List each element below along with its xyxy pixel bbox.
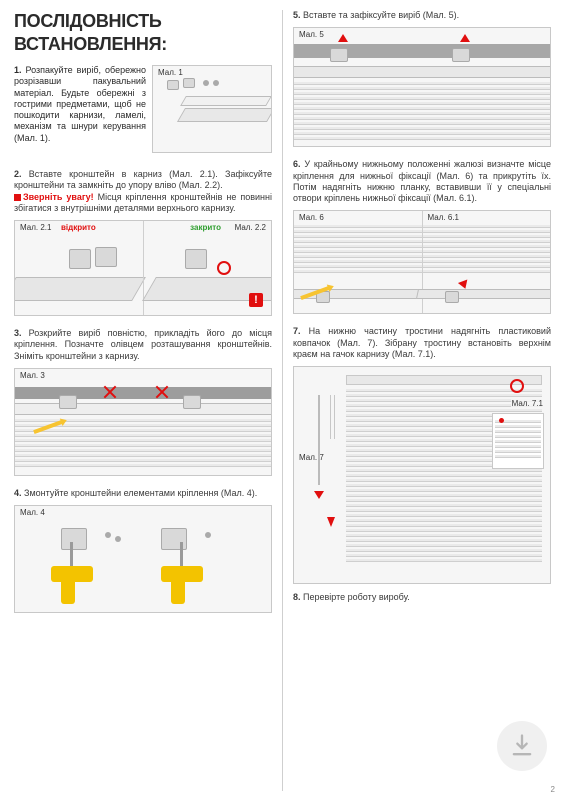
arrow-icon: [460, 34, 470, 42]
closed-label: закрито: [190, 223, 221, 233]
figure-1-label: Мал. 1: [157, 68, 184, 78]
download-watermark-icon: [497, 721, 547, 771]
figure-7: Мал. 7.1 Мал. 7: [293, 366, 551, 584]
step-4-body: Змонтуйте кронштейни елементами кріпленн…: [24, 488, 257, 498]
arrow-icon: [338, 34, 348, 42]
warning-label: Зверніть увагу!: [23, 192, 94, 202]
x-mark-icon: [155, 385, 169, 399]
step-3-body: Розкрийте виріб повністю, прикладіть йог…: [14, 328, 272, 361]
step-6: 6. У крайньому нижньому положенні жалюзі…: [293, 159, 551, 204]
step-8-body: Перевірте роботу виробу.: [303, 592, 410, 602]
x-mark-icon: [103, 385, 117, 399]
ring-icon: [510, 379, 524, 393]
step-2-body-a: Вставте кронштейн в карниз (Мал. 2.1). З…: [14, 169, 272, 190]
step-4: 4. Змонтуйте кронштейни елементами кріпл…: [14, 488, 272, 499]
tassel-icon: [327, 517, 335, 527]
figure-3: Мал. 3: [14, 368, 272, 476]
step-2-num: 2.: [14, 169, 22, 179]
step-3-num: 3.: [14, 328, 22, 338]
figure-5-label: Мал. 5: [298, 30, 325, 40]
step-6-num: 6.: [293, 159, 301, 169]
alert-icon: !: [249, 293, 263, 307]
figure-22-label: Мал. 2.2: [234, 223, 267, 233]
warning-icon: [14, 194, 21, 201]
figure-21-label: Мал. 2.1: [19, 223, 52, 233]
step-5-num: 5.: [293, 10, 301, 20]
right-column: 5. Вставте та зафіксуйте виріб (Мал. 5).…: [283, 10, 551, 791]
figure-61-label: Мал. 6.1: [427, 213, 460, 223]
step-2: 2. Вставте кронштейн в карниз (Мал. 2.1)…: [14, 169, 272, 214]
figure-1: Мал. 1: [152, 65, 272, 153]
page-title: ПОСЛІДОВНІСТЬ ВСТАНОВЛЕННЯ:: [14, 10, 272, 55]
figure-3-label: Мал. 3: [19, 371, 46, 381]
step-1-num: 1.: [14, 65, 22, 75]
step-8-num: 8.: [293, 592, 301, 602]
left-column: ПОСЛІДОВНІСТЬ ВСТАНОВЛЕННЯ: 1. Розпакуйт…: [14, 10, 282, 791]
figure-6: Мал. 6 Мал. 6.1: [293, 210, 551, 314]
step-3: 3. Розкрийте виріб повністю, прикладіть …: [14, 328, 272, 362]
figure-2: Мал. 2.1 відкрито закрито Мал. 2.2 !: [14, 220, 272, 316]
step-5-body: Вставте та зафіксуйте виріб (Мал. 5).: [303, 10, 459, 20]
page-number: 2: [551, 785, 555, 795]
figure-4: Мал. 4: [14, 505, 272, 613]
figure-4-label: Мал. 4: [19, 508, 46, 518]
step-1-body: Розпакуйте виріб, обережно розрізавши па…: [14, 65, 146, 143]
step-7: 7. На нижню частину тростини надягніть п…: [293, 326, 551, 360]
open-label: відкрито: [61, 223, 96, 233]
step-7-num: 7.: [293, 326, 301, 336]
step-1-text: 1. Розпакуйте виріб, обережно розрізавши…: [14, 65, 146, 153]
step-6-body: У крайньому нижньому положенні жалюзі ви…: [293, 159, 551, 203]
step-5: 5. Вставте та зафіксуйте виріб (Мал. 5).: [293, 10, 551, 21]
figure-5: Мал. 5: [293, 27, 551, 147]
figure-71-label: Мал. 7.1: [511, 399, 544, 409]
figure-6-label: Мал. 6: [298, 213, 325, 223]
step-8: 8. Перевірте роботу виробу.: [293, 592, 551, 603]
figure-7-label: Мал. 7: [298, 453, 325, 463]
arrow-icon: [314, 491, 324, 499]
step-7-body: На нижню частину тростини надягніть плас…: [293, 326, 551, 359]
step-4-num: 4.: [14, 488, 22, 498]
step-1: 1. Розпакуйте виріб, обережно розрізавши…: [14, 65, 272, 153]
